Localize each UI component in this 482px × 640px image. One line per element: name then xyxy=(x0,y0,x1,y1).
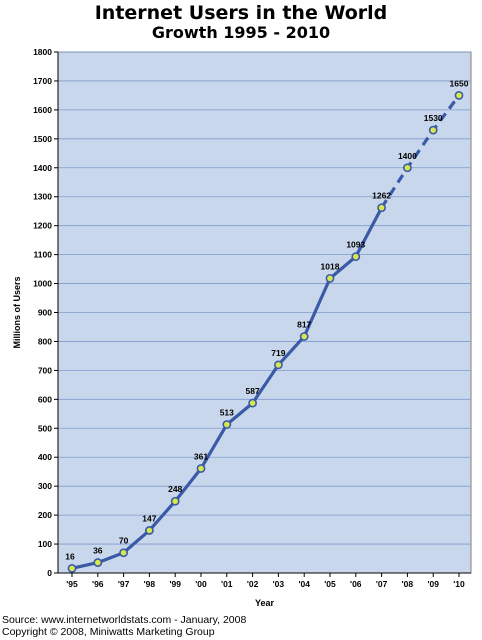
y-tick-label: 1400 xyxy=(33,163,52,173)
x-tick-label: '08 xyxy=(402,579,414,589)
data-label: 1093 xyxy=(346,240,365,250)
y-tick-label: 500 xyxy=(38,423,52,433)
x-tick-label: '98 xyxy=(144,579,156,589)
x-tick-label: '06 xyxy=(350,579,362,589)
x-tick-label: '99 xyxy=(169,579,181,589)
x-tick-label: '97 xyxy=(118,579,130,589)
data-point xyxy=(67,563,77,573)
y-tick-label: 400 xyxy=(38,452,52,462)
y-axis-label: Millions of Users xyxy=(12,276,22,348)
data-label: 147 xyxy=(142,513,156,523)
data-point xyxy=(325,273,335,283)
data-label: 248 xyxy=(168,484,182,494)
y-axis-ticks: 0 100 200 300 400 500 600 700 800 900 1000 1100 1200… xyxy=(33,47,471,578)
data-point xyxy=(299,332,309,341)
y-tick-label: 1600 xyxy=(33,105,52,115)
data-point xyxy=(144,526,154,535)
x-tick-label: '96 xyxy=(92,579,104,589)
y-tick-label: 1500 xyxy=(33,134,52,144)
x-tick-label: '95 xyxy=(66,579,78,589)
data-point xyxy=(454,91,464,100)
x-tick-label: '10 xyxy=(453,579,465,589)
data-point xyxy=(170,496,180,506)
data-labels: 16 36 70 147 248 361 513 587 719 817 1018 1093 1262 1… xyxy=(65,78,468,561)
x-axis-label: Year xyxy=(255,598,275,608)
data-label: 1262 xyxy=(372,191,391,201)
x-axis-ticks: '95 '96 '97 '98 '99 '00 '01 '02 '03 '04 '05 '06 '07 '… xyxy=(66,573,465,589)
y-tick-label: 1300 xyxy=(33,192,52,202)
chart-subtitle: Growth 1995 - 2010 xyxy=(151,23,331,42)
data-point xyxy=(428,125,438,135)
data-label: 719 xyxy=(271,348,285,358)
chart-title: Internet Users in the World xyxy=(94,2,388,24)
y-tick-label: 600 xyxy=(38,394,52,404)
data-label: 587 xyxy=(246,386,260,396)
source-note: Source: www.internetworldstats.com - Jan… xyxy=(2,614,247,626)
x-tick-label: '00 xyxy=(195,579,207,589)
x-tick-label: '03 xyxy=(273,579,285,589)
y-tick-label: 800 xyxy=(38,336,52,346)
x-tick-label: '09 xyxy=(427,579,439,589)
data-label: 1530 xyxy=(424,113,443,123)
data-label: 1400 xyxy=(398,151,417,161)
series-line-projected xyxy=(380,94,461,209)
data-point xyxy=(377,203,386,213)
data-label: 513 xyxy=(220,408,234,418)
data-point xyxy=(93,558,103,567)
y-tick-label: 1700 xyxy=(33,76,52,86)
y-tick-label: 100 xyxy=(38,539,52,549)
x-tick-label: '04 xyxy=(298,579,310,589)
data-label: 817 xyxy=(297,320,311,330)
y-tick-label: 900 xyxy=(38,308,52,318)
data-point xyxy=(248,398,257,408)
x-tick-label: '05 xyxy=(324,579,336,589)
copyright-note: Copyright © 2008, Miniwatts Marketing Gr… xyxy=(2,626,215,638)
x-tick-label: '07 xyxy=(376,579,388,589)
data-point xyxy=(222,420,232,429)
data-label: 361 xyxy=(194,452,208,462)
x-tick-label: '02 xyxy=(247,579,259,589)
data-point xyxy=(119,548,128,558)
y-tick-label: 0 xyxy=(47,568,52,578)
data-point xyxy=(196,464,206,473)
data-point xyxy=(273,360,283,370)
y-tick-label: 200 xyxy=(38,510,52,520)
y-tick-label: 1100 xyxy=(34,250,53,260)
data-point xyxy=(351,252,361,262)
data-point xyxy=(402,163,412,173)
data-label: 16 xyxy=(65,551,75,561)
y-tick-label: 1800 xyxy=(33,47,52,57)
data-label: 70 xyxy=(119,536,129,546)
y-tick-label: 300 xyxy=(38,481,52,491)
data-label: 1018 xyxy=(321,261,340,271)
gridlines xyxy=(58,51,471,545)
y-tick-label: 700 xyxy=(38,365,52,375)
data-label: 1650 xyxy=(450,78,469,88)
x-tick-label: '01 xyxy=(221,579,233,589)
y-tick-label: 1200 xyxy=(33,221,52,231)
y-tick-label: 1000 xyxy=(33,279,52,289)
data-label: 36 xyxy=(93,546,103,556)
data-points xyxy=(67,91,464,573)
